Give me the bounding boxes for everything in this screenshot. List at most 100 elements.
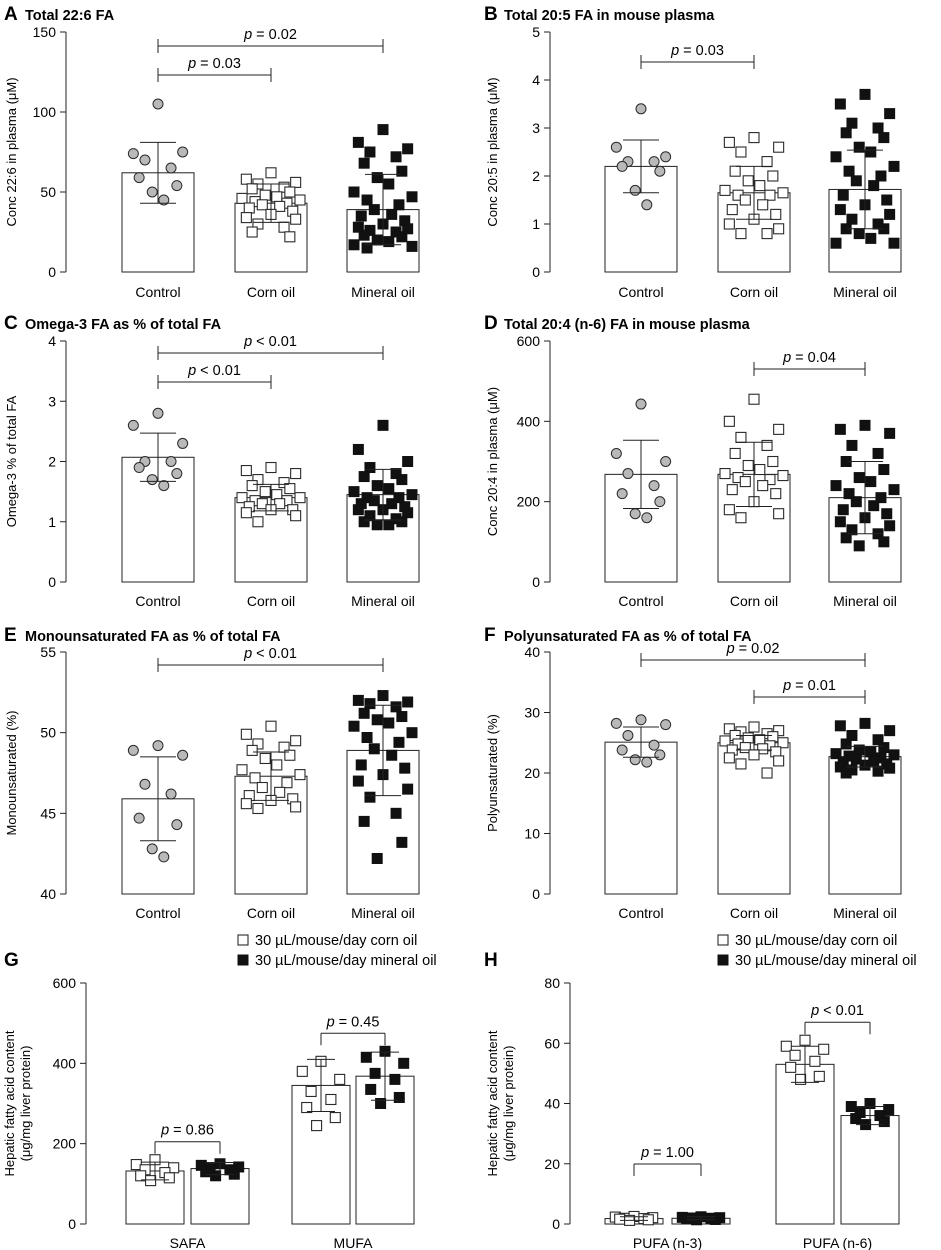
data-point — [834, 204, 846, 216]
data-point — [396, 474, 408, 486]
data-point — [834, 761, 846, 773]
data-point — [884, 427, 896, 439]
data-point — [770, 746, 782, 758]
data-point — [311, 1120, 323, 1132]
data-point — [171, 819, 183, 831]
data-point — [859, 419, 871, 431]
p-value-label: p = 0.45 — [326, 1014, 380, 1030]
data-point — [723, 752, 735, 764]
data-point — [352, 221, 364, 233]
data-point — [739, 476, 751, 488]
data-point — [767, 731, 779, 743]
data-point — [843, 488, 855, 500]
data-point — [158, 480, 170, 492]
data-point — [654, 749, 666, 761]
y-tick-label: 1 — [532, 216, 540, 232]
data-point — [610, 717, 622, 729]
data-point — [888, 749, 900, 761]
chart-title: Total 20:5 FA in mouse plasma — [504, 8, 715, 24]
panel-label: D — [484, 313, 498, 334]
data-point — [719, 467, 731, 480]
data-point — [840, 738, 852, 750]
data-point — [256, 781, 268, 794]
legend-black-square-icon — [717, 954, 729, 966]
data-point — [729, 447, 741, 460]
data-point — [145, 1175, 157, 1187]
y-tick-label: 20 — [544, 1156, 560, 1172]
data-point — [742, 175, 754, 187]
panel-e: E Monounsaturated FA as % of total FA 40 45… — [4, 625, 420, 921]
panel-g: G 0 200 400 600 Hepatic fatty acid content(μg… — [2, 950, 415, 1250]
data-point — [872, 765, 884, 777]
data-point — [252, 802, 264, 815]
data-point — [240, 507, 252, 519]
chart-title: Polyunsaturated FA as % of total FA — [504, 629, 752, 645]
data-point — [648, 739, 660, 751]
x-tick-label: Control — [135, 905, 180, 921]
chart-title: Monounsaturated FA as % of total FA — [25, 629, 281, 645]
p-value-label: p = 0.86 — [160, 1123, 214, 1139]
data-point — [648, 480, 660, 492]
legend-black-square-icon — [237, 954, 249, 966]
data-point — [761, 439, 773, 451]
y-tick-label: 40 — [524, 644, 540, 660]
data-point — [284, 483, 296, 495]
data-point — [402, 507, 414, 519]
y-tick-label: 40 — [544, 1096, 560, 1112]
data-point — [139, 778, 151, 790]
p-value-label: p < 0.01 — [187, 363, 241, 379]
panel-h: H 0 20 40 60 80 Hepatic fatty acid content(μg/… — [484, 950, 900, 1250]
x-tick-label: Corn oil — [730, 905, 778, 921]
panel-d: D Total 20:4 (n-6) FA in mouse plasma 0 200… — [484, 313, 902, 609]
data-point — [888, 160, 900, 172]
data-point — [654, 496, 666, 508]
data-point — [878, 536, 890, 548]
data-point — [406, 191, 418, 203]
data-point — [748, 749, 760, 761]
data-point — [259, 486, 271, 498]
data-point — [748, 721, 760, 733]
data-point — [364, 462, 376, 474]
data-point — [396, 711, 408, 723]
data-point — [133, 812, 145, 824]
panel-b: B Total 20:5 FA in mouse plasma 0 1 2 3 4 5 Conc… — [484, 4, 902, 300]
data-point — [246, 183, 258, 195]
data-point — [274, 200, 286, 212]
x-tick-label: Corn oil — [247, 593, 295, 609]
data-point — [271, 191, 283, 203]
y-tick-label: 0 — [48, 264, 56, 280]
data-point — [325, 1093, 337, 1106]
y-tick-label: 400 — [517, 413, 541, 429]
data-point — [883, 1104, 895, 1116]
legend-open-square-icon — [717, 934, 729, 946]
data-point — [252, 218, 264, 230]
data-point — [773, 755, 785, 767]
data-point — [146, 186, 158, 198]
data-point — [719, 184, 731, 196]
data-point — [773, 508, 785, 520]
data-point — [850, 175, 862, 187]
data-point — [364, 791, 376, 803]
data-point — [813, 1070, 825, 1082]
y-tick-label: 50 — [40, 725, 56, 741]
data-point — [616, 160, 628, 172]
x-tick-label: Mineral oil — [833, 593, 897, 609]
y-tick-label: 30 — [524, 705, 540, 721]
data-point — [352, 136, 364, 148]
data-point — [764, 189, 776, 201]
data-point — [878, 742, 890, 754]
y-tick-label: 150 — [33, 24, 57, 40]
data-point — [390, 468, 402, 480]
data-point — [358, 815, 370, 827]
data-point — [726, 204, 738, 216]
p-value-label: p = 0.03 — [187, 56, 241, 72]
y-tick-label: 3 — [48, 393, 56, 409]
y-tick-label: 10 — [524, 826, 540, 842]
data-point — [252, 516, 264, 528]
data-point — [371, 853, 383, 865]
data-point — [635, 714, 647, 726]
x-tick-label: Corn oil — [730, 593, 778, 609]
y-tick-label: 600 — [517, 333, 541, 349]
y-tick-label: 0 — [532, 264, 540, 280]
data-point — [274, 498, 286, 510]
